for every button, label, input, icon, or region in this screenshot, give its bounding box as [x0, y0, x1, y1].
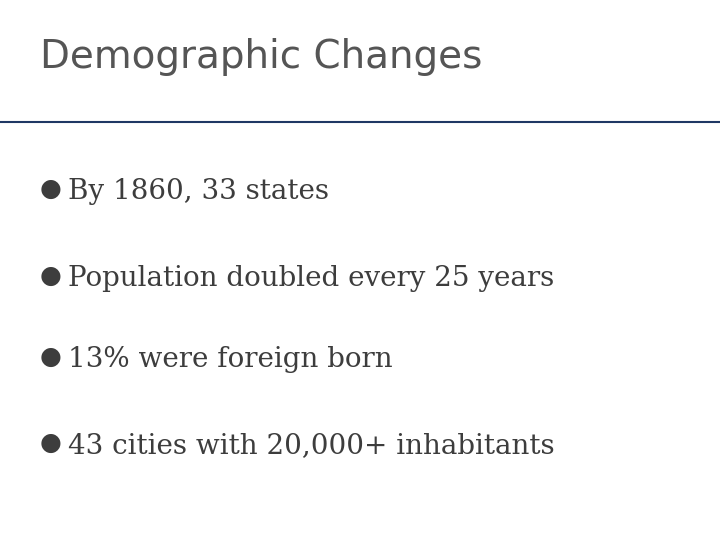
Text: 13% were foreign born: 13% were foreign born — [68, 346, 393, 373]
Text: By 1860, 33 states: By 1860, 33 states — [68, 178, 329, 205]
Text: 43 cities with 20,000+ inhabitants: 43 cities with 20,000+ inhabitants — [68, 432, 555, 459]
Text: ●: ● — [40, 178, 61, 201]
Text: ●: ● — [40, 346, 61, 369]
Text: ●: ● — [40, 265, 61, 288]
Text: ●: ● — [40, 432, 61, 455]
Text: Demographic Changes: Demographic Changes — [40, 38, 482, 76]
Text: Population doubled every 25 years: Population doubled every 25 years — [68, 265, 554, 292]
